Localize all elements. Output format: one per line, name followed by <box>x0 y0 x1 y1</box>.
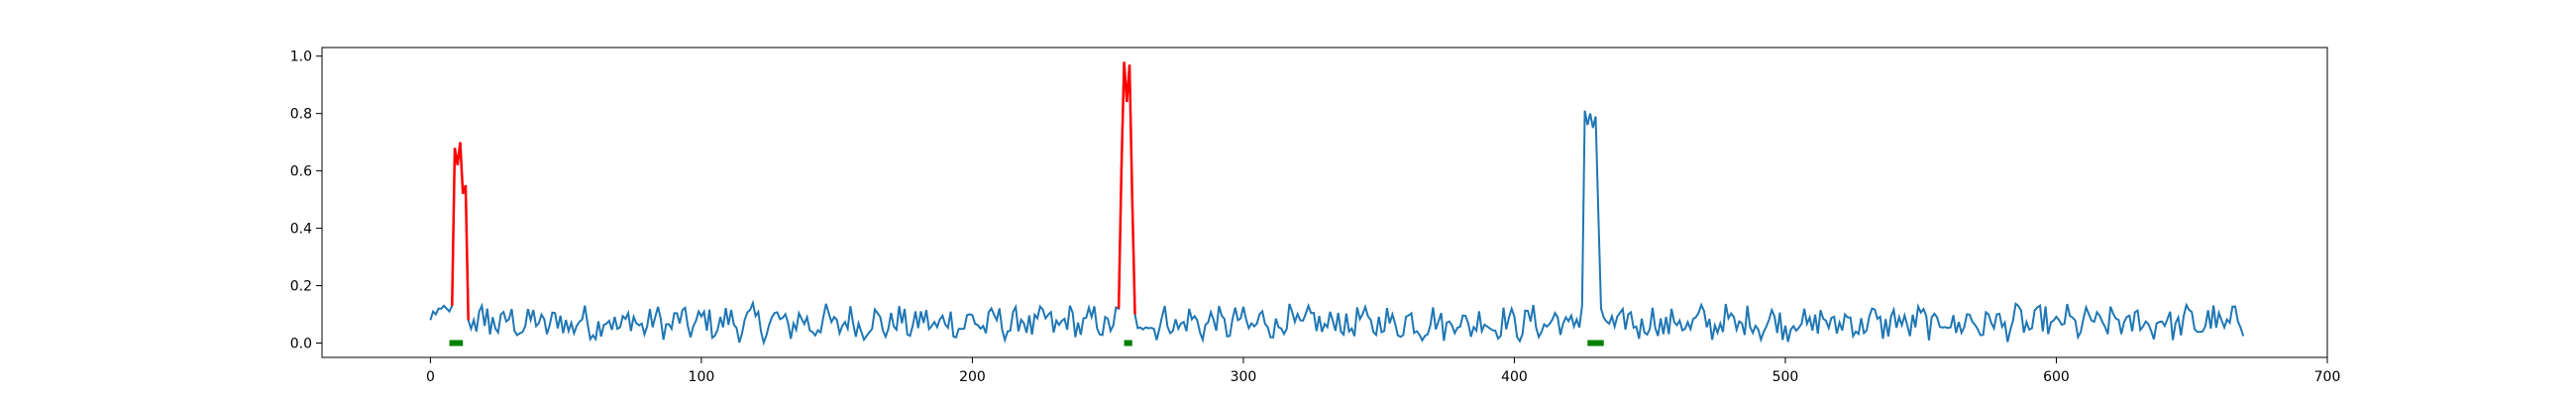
y-tick-label: 1.0 <box>290 50 312 65</box>
series-layer <box>429 61 2245 346</box>
plot-frame <box>321 47 2328 358</box>
x-tick-label: 400 <box>1501 369 1528 385</box>
x-tick-label: 500 <box>1772 369 1799 385</box>
y-axis: 0.0 0.2 0.4 0.6 0.8 1.0 <box>290 50 322 352</box>
x-axis: 0 100 200 300 400 500 600 700 <box>426 357 2340 385</box>
x-tick-label: 700 <box>2314 369 2341 385</box>
x-tick-label: 300 <box>1231 369 1257 385</box>
y-tick-label: 0.4 <box>290 222 312 238</box>
x-tick-label: 200 <box>959 369 986 385</box>
x-tick-label: 0 <box>426 369 435 385</box>
y-tick-label: 0.6 <box>290 164 312 180</box>
x-tick-label: 100 <box>689 369 715 385</box>
y-tick-label: 0.8 <box>290 107 312 123</box>
x-tick-label: 600 <box>2043 369 2070 385</box>
y-tick-label: 0.2 <box>290 279 312 295</box>
anomaly-series-line <box>451 142 470 321</box>
signal-series-line <box>429 61 2245 346</box>
anomaly-series-line <box>1117 61 1136 315</box>
y-tick-label: 0.0 <box>290 337 312 352</box>
